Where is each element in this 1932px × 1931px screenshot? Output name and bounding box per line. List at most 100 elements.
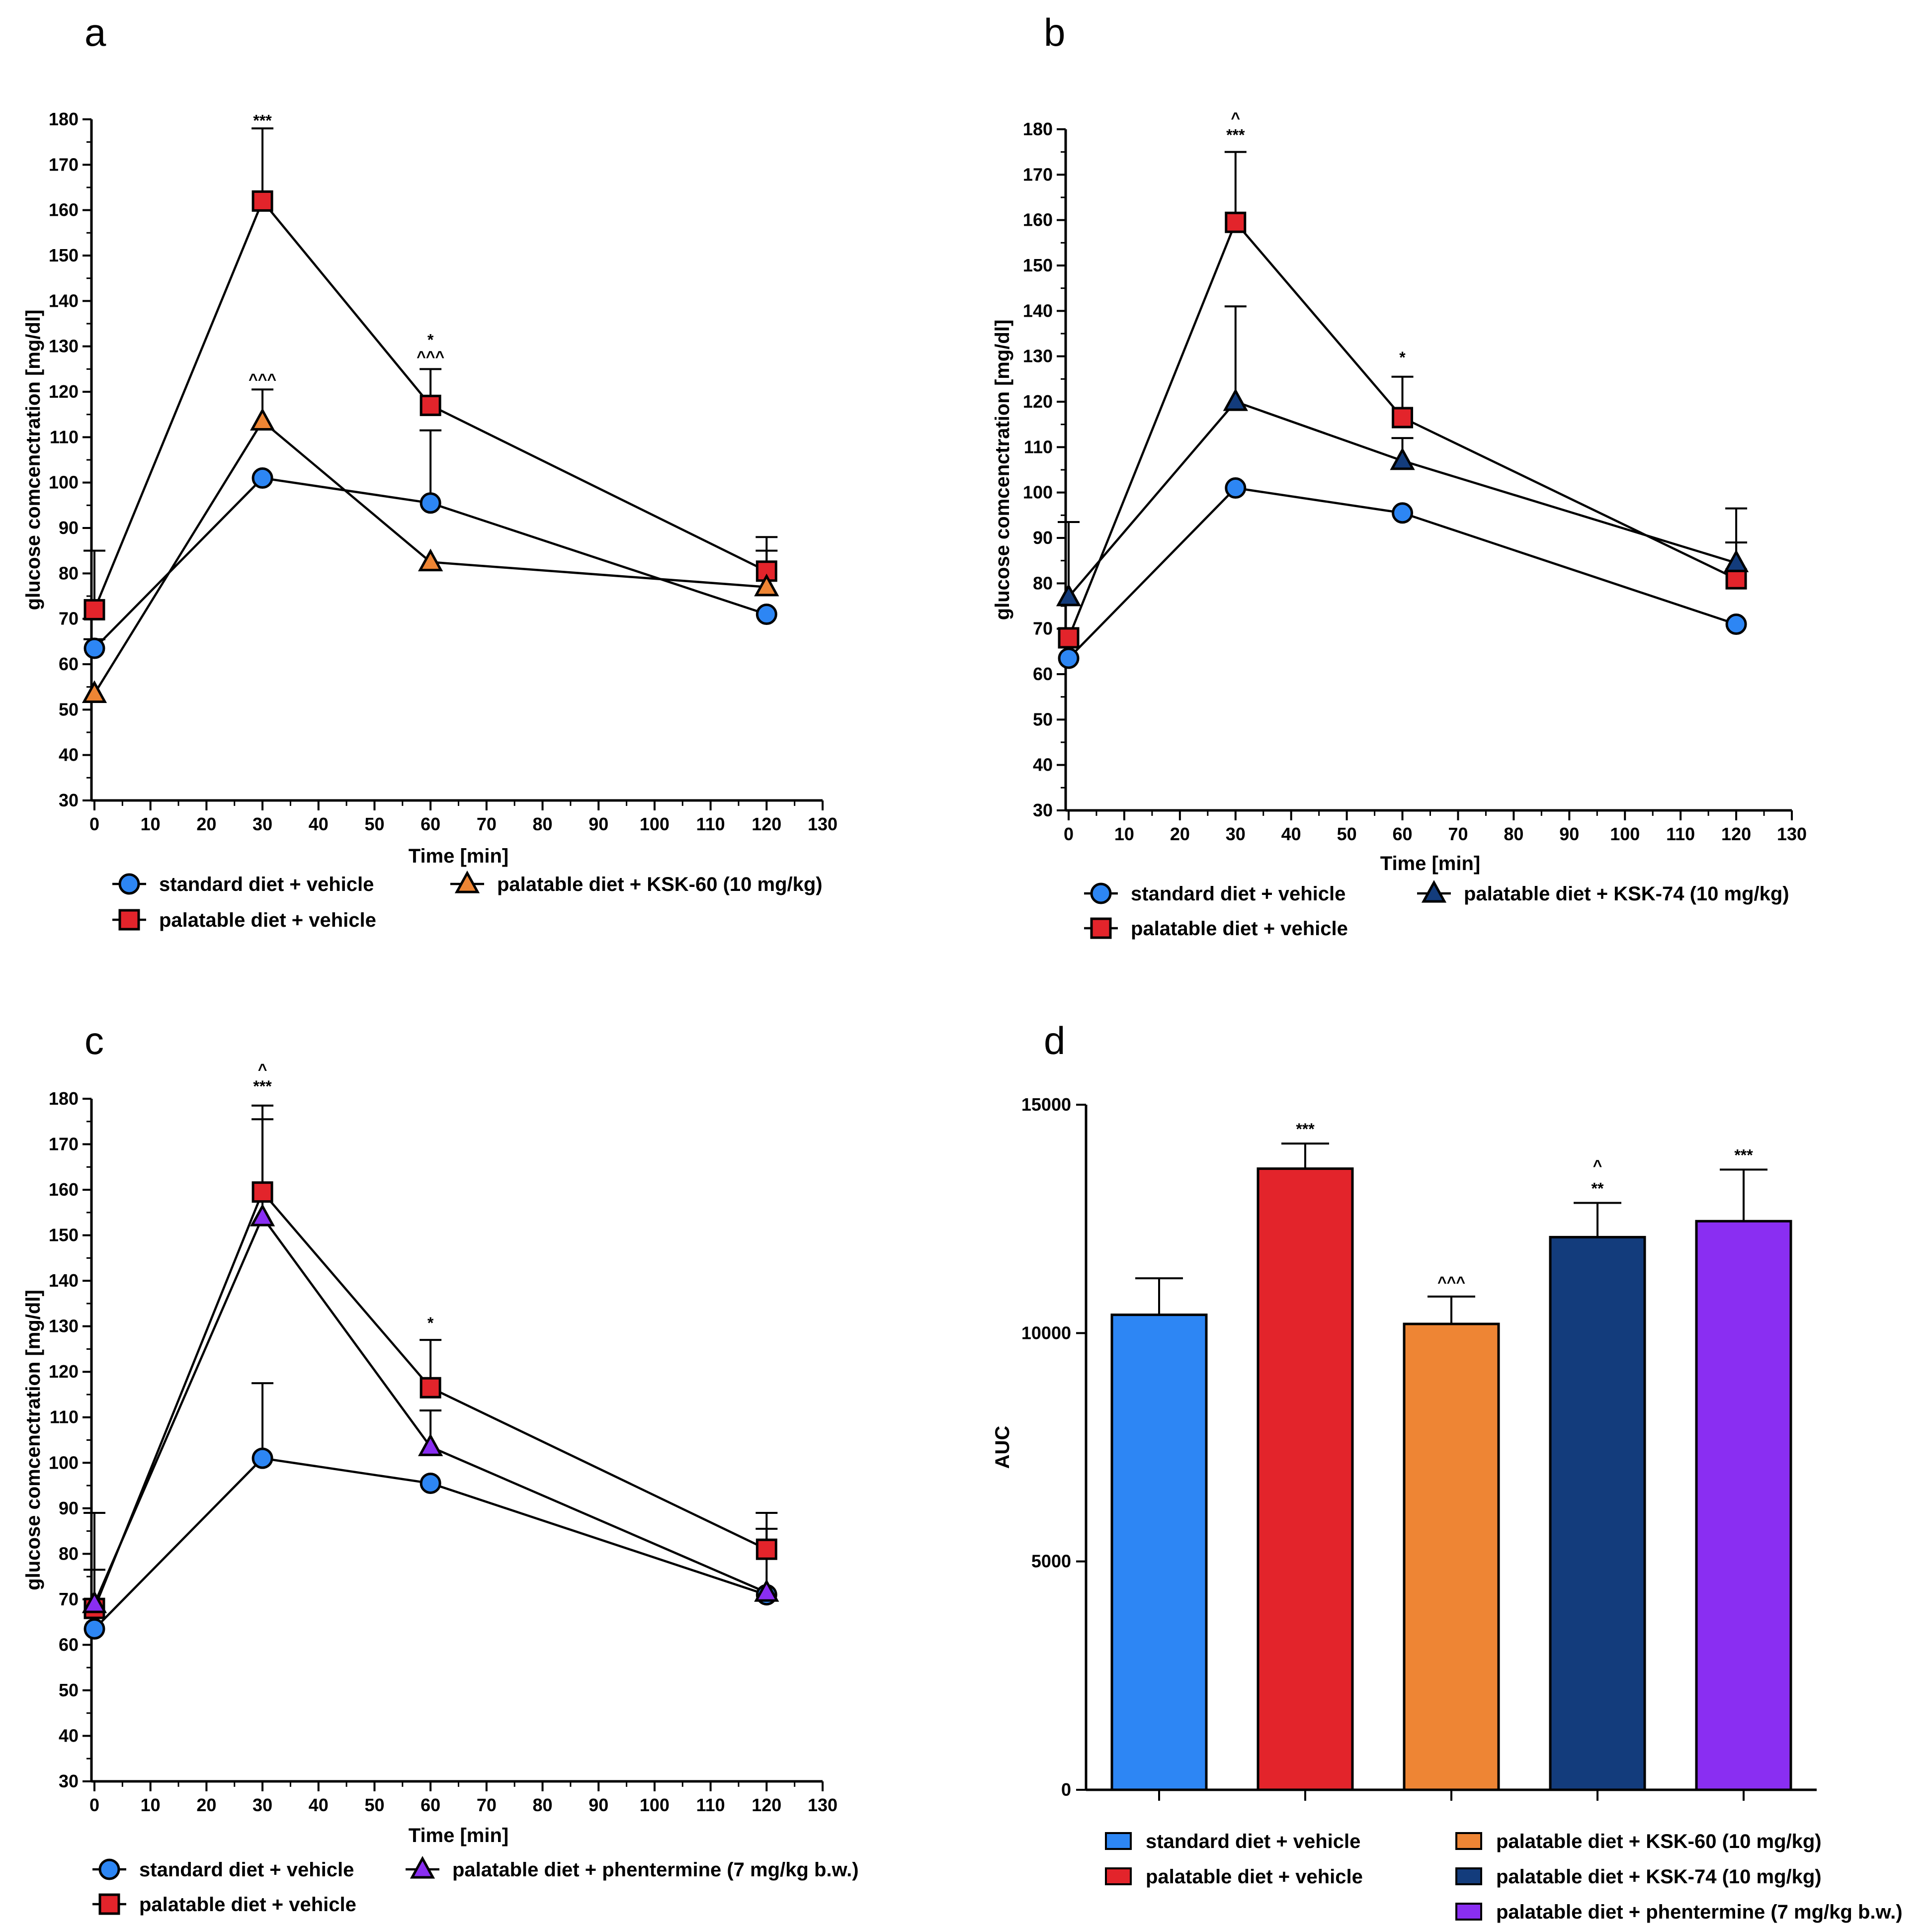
y-tick-label: 130 [49,1316,79,1336]
y-tick-label: 170 [49,1134,79,1154]
panel-d-bar-chart: d 050001000015000AUC***^^^^*****standard… [992,1019,1903,1923]
data-point-triangle [82,1590,107,1613]
series-line [1067,220,1737,638]
legend-label: standard diet + vehicle [159,874,374,895]
y-tick-label: 110 [50,427,79,447]
legend-label: palatable diet + KSK-60 (10 mg/kg) [497,874,823,895]
y-tick-label: 180 [1023,119,1053,139]
y-tick-label: 80 [1033,573,1053,593]
y-tick-label: 100 [1023,482,1053,503]
x-tick-label: 70 [1448,824,1468,844]
data-point-square [420,1377,441,1399]
data-point-circle [420,492,441,514]
significance-annotation: *** [253,1077,272,1095]
data-point-triangle [418,548,443,572]
data-point-square [252,190,273,212]
data-point-circle [756,604,777,625]
y-tick-label: 0 [1061,1779,1071,1800]
x-tick-label: 20 [196,1795,216,1815]
data-point-circle [252,467,273,489]
x-tick-label: 20 [196,814,216,834]
x-tick-label: 90 [588,1795,608,1815]
panel-b-label: b [1044,10,1065,54]
y-tick-label: 100 [49,472,79,493]
legend-swatch [1105,1867,1132,1885]
significance-annotation: * [1399,349,1406,366]
y-tick-label: 140 [49,1270,79,1291]
significance-annotation: ^ [1231,109,1240,127]
legend-label: palatable diet + vehicle [1131,918,1348,940]
series-line [93,419,767,695]
y-tick-label: 140 [1023,300,1053,321]
legend-marker-circle [118,873,140,895]
x-tick-label: 90 [588,814,608,834]
y-tick-label: 150 [1023,255,1053,275]
series-line [93,199,767,611]
x-tick-label: 30 [252,1795,272,1815]
significance-annotation: ** [1592,1180,1604,1198]
y-axis-title: glucose comcenctration [mg/dl] [992,320,1013,620]
legend-marker-square [1090,917,1112,939]
y-tick-label: 120 [49,1361,79,1382]
y-tick-label: 80 [59,1543,79,1564]
y-tick-label: 15000 [1021,1094,1071,1115]
y-tick-label: 50 [1033,709,1053,729]
significance-annotation: *** [1734,1146,1753,1164]
legend-marker-circle [98,1858,120,1880]
x-tick-label: 110 [1666,824,1695,844]
data-point-triangle [1056,583,1082,607]
y-tick-label: 130 [1023,346,1053,366]
x-tick-label: 130 [1777,824,1807,844]
y-tick-label: 50 [59,699,79,719]
legend-label: palatable diet + KSK-60 (10 mg/kg) [1496,1831,1822,1852]
y-tick-label: 40 [59,745,79,765]
y-tick-label: 80 [59,563,79,583]
x-tick-label: 0 [89,1795,99,1815]
data-point-triangle [1723,549,1749,572]
y-axis-title: glucose comcenctration [mg/dl] [22,1290,44,1590]
series-line [93,1215,767,1604]
bar [1110,1314,1208,1791]
significance-annotation: *** [253,111,272,129]
significance-annotation: * [427,1314,434,1332]
x-tick-label: 60 [420,814,440,834]
y-tick-label: 60 [59,654,79,674]
data-point-triangle [1223,388,1248,411]
y-tick-label: 30 [59,790,79,810]
y-axis-title: glucose comcenctration [mg/dl] [22,310,44,611]
legend-marker-triangle [410,1855,435,1879]
legend-swatch [1455,1903,1482,1921]
x-tick-label: 40 [309,814,329,834]
x-tick-label: 130 [808,1795,838,1815]
y-tick-label: 50 [59,1680,79,1700]
y-tick-label: 140 [49,290,79,311]
y-tick-label: 180 [49,1088,79,1109]
data-point-circle [84,1618,105,1640]
x-tick-label: 50 [1337,824,1357,844]
x-tick-label: 40 [309,1795,329,1815]
y-tick-label: 110 [50,1407,79,1427]
legend-label: standard diet + vehicle [139,1859,354,1881]
data-point-triangle [754,573,779,597]
y-tick-label: 110 [1024,437,1053,457]
significance-annotation: ^^^ [417,348,444,365]
x-tick-label: 110 [696,814,725,834]
data-point-circle [1058,647,1080,669]
legend-label: palatable diet + phentermine (7 mg/kg b.… [452,1859,859,1881]
x-tick-label: 130 [808,814,838,834]
data-point-square [1392,407,1414,429]
legend-marker-triangle [1421,879,1447,903]
x-tick-label: 100 [640,1795,670,1815]
y-tick-label: 90 [59,1498,79,1518]
data-point-square [84,599,105,620]
x-tick-label: 110 [696,1795,725,1815]
y-tick-label: 170 [1023,164,1053,184]
y-tick-label: 40 [1033,755,1053,775]
x-tick-label: 20 [1170,824,1190,844]
data-point-circle [84,637,105,659]
panel-a-label: a [84,10,106,54]
data-point-circle [252,1447,273,1469]
data-point-triangle [418,1433,443,1456]
x-tick-label: 50 [364,814,384,834]
data-point-square [420,394,441,416]
